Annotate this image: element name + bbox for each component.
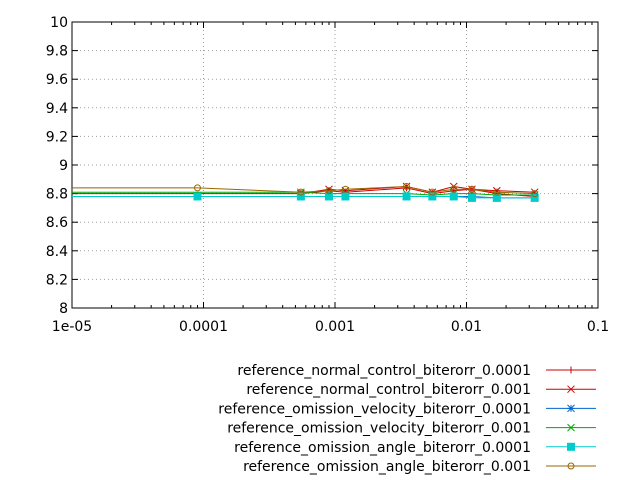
x-tick-label: 0.1 <box>587 319 609 335</box>
axes: 8 8.2 8.4 8.6 8.8 9 9.2 9.4 9.6 9.8 10 1e-05 0.0001 0… <box>46 15 609 335</box>
legend-label: reference_omission_angle_biterorr_0.0001 <box>234 440 531 456</box>
y-tick-label: 9.8 <box>46 44 68 60</box>
square-marker <box>193 192 202 201</box>
y-tick-label: 10 <box>50 15 68 31</box>
square-marker <box>402 192 411 201</box>
series-5 <box>72 182 539 198</box>
cross-marker <box>567 423 575 432</box>
legend-label: reference_omission_angle_biterorr_0.001 <box>243 459 531 475</box>
series-4 <box>72 192 539 202</box>
plus-marker <box>567 366 575 374</box>
circle-marker <box>341 185 349 193</box>
legend-label: reference_omission_velocity_biterorr_0.0… <box>227 421 531 437</box>
legend-entry: reference_normal_control_biterorr_0.001 <box>246 382 596 398</box>
circle-marker <box>450 185 458 193</box>
legend-label: reference_normal_control_biterorr_0.0001 <box>237 363 531 379</box>
legend-label: reference_omission_velocity_biterorr_0.0… <box>218 401 531 417</box>
circle-marker <box>531 190 539 198</box>
y-tick-label: 9.6 <box>46 72 68 88</box>
circle-marker <box>567 462 575 470</box>
circle-marker <box>297 188 305 196</box>
legend-entry: reference_normal_control_biterorr_0.0001 <box>237 363 596 379</box>
plot-frame <box>71 21 599 309</box>
square-marker <box>341 192 350 201</box>
y-tick-label: 8.4 <box>46 244 68 260</box>
y-tick-label: 8.8 <box>46 187 68 203</box>
circle-marker <box>428 188 436 196</box>
grid <box>72 22 598 308</box>
circle-marker <box>193 184 201 192</box>
y-tick-label: 9.2 <box>46 129 68 145</box>
y-tick-label: 8.2 <box>46 272 68 288</box>
legend: reference_normal_control_biterorr_0.0001… <box>218 363 596 475</box>
circle-marker <box>468 185 476 193</box>
square-marker <box>296 192 305 201</box>
series-line <box>72 191 535 196</box>
y-tick-label: 9 <box>59 158 68 174</box>
y-tick-label: 9.4 <box>46 101 68 117</box>
legend-entry: reference_omission_angle_biterorr_0.0001 <box>234 440 596 456</box>
square-marker <box>467 193 476 202</box>
cross-marker <box>567 385 575 394</box>
legend-entry: reference_omission_velocity_biterorr_0.0… <box>218 401 596 417</box>
series-line <box>72 185 535 195</box>
circle-marker <box>403 182 411 190</box>
star-marker <box>567 404 575 413</box>
series <box>72 182 539 202</box>
square-marker <box>567 442 575 451</box>
circle-marker <box>493 188 501 196</box>
square-marker <box>449 192 458 201</box>
x-tick-label: 0.01 <box>451 319 482 335</box>
y-tick-label: 8 <box>59 301 68 317</box>
square-marker <box>530 193 539 202</box>
circle-marker <box>325 187 333 195</box>
x-tick-label: 1e-05 <box>52 319 92 335</box>
legend-entry: reference_omission_angle_biterorr_0.001 <box>243 459 596 475</box>
legend-entry: reference_omission_velocity_biterorr_0.0… <box>227 421 596 437</box>
square-marker <box>492 193 501 202</box>
square-marker <box>324 192 333 201</box>
legend-label: reference_normal_control_biterorr_0.001 <box>246 382 531 398</box>
series-line <box>72 187 535 197</box>
y-tick-label: 8.6 <box>46 215 68 231</box>
square-marker <box>428 192 437 201</box>
x-tick-label: 0.001 <box>315 319 355 335</box>
x-tick-label: 0.0001 <box>179 319 228 335</box>
